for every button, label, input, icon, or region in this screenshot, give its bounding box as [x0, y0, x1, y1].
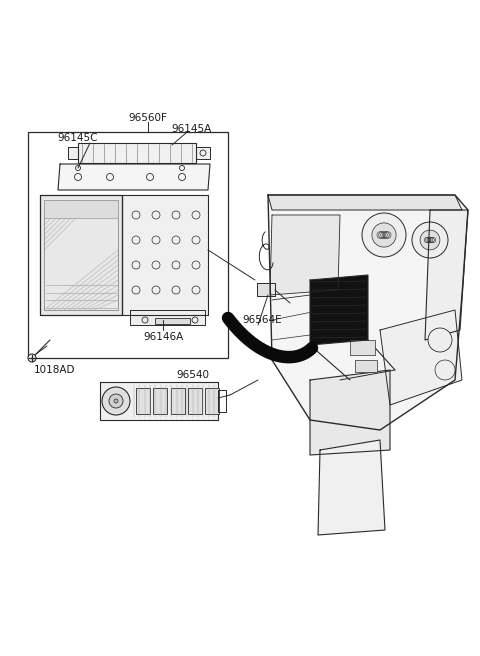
- Polygon shape: [130, 310, 205, 325]
- Polygon shape: [196, 147, 210, 159]
- Text: 96146A: 96146A: [143, 332, 183, 342]
- Circle shape: [412, 222, 448, 258]
- Text: 96145A: 96145A: [172, 124, 212, 134]
- Polygon shape: [310, 275, 368, 345]
- Text: 1018AD: 1018AD: [34, 365, 76, 375]
- Circle shape: [428, 328, 452, 352]
- Circle shape: [420, 230, 440, 250]
- Polygon shape: [58, 164, 210, 190]
- Polygon shape: [122, 195, 208, 315]
- Polygon shape: [100, 382, 218, 420]
- Text: 96560F: 96560F: [129, 113, 168, 123]
- Bar: [44, 200, 118, 310]
- Text: 96564E: 96564E: [242, 315, 282, 325]
- Circle shape: [28, 354, 36, 362]
- Circle shape: [102, 387, 130, 415]
- Circle shape: [109, 394, 123, 408]
- Text: 96145C: 96145C: [58, 133, 98, 143]
- Bar: [78, 143, 196, 163]
- Bar: [155, 318, 190, 324]
- Circle shape: [362, 213, 406, 257]
- Polygon shape: [425, 210, 468, 340]
- Bar: [44, 200, 118, 218]
- Polygon shape: [268, 195, 468, 430]
- Bar: [136, 388, 150, 414]
- Polygon shape: [78, 143, 196, 163]
- Bar: [170, 388, 184, 414]
- Bar: [188, 388, 202, 414]
- Circle shape: [114, 399, 118, 403]
- Bar: [205, 388, 219, 414]
- Polygon shape: [40, 195, 122, 315]
- Polygon shape: [68, 147, 78, 159]
- Bar: [28, 132, 228, 358]
- Bar: [355, 360, 377, 372]
- Polygon shape: [318, 440, 385, 535]
- Text: 96540: 96540: [177, 370, 209, 380]
- Circle shape: [372, 223, 396, 247]
- Polygon shape: [380, 310, 462, 405]
- Circle shape: [435, 360, 455, 380]
- Polygon shape: [268, 195, 462, 210]
- Polygon shape: [270, 215, 340, 295]
- Polygon shape: [310, 370, 390, 455]
- Bar: [153, 388, 167, 414]
- Polygon shape: [257, 283, 275, 296]
- Bar: [350, 340, 375, 355]
